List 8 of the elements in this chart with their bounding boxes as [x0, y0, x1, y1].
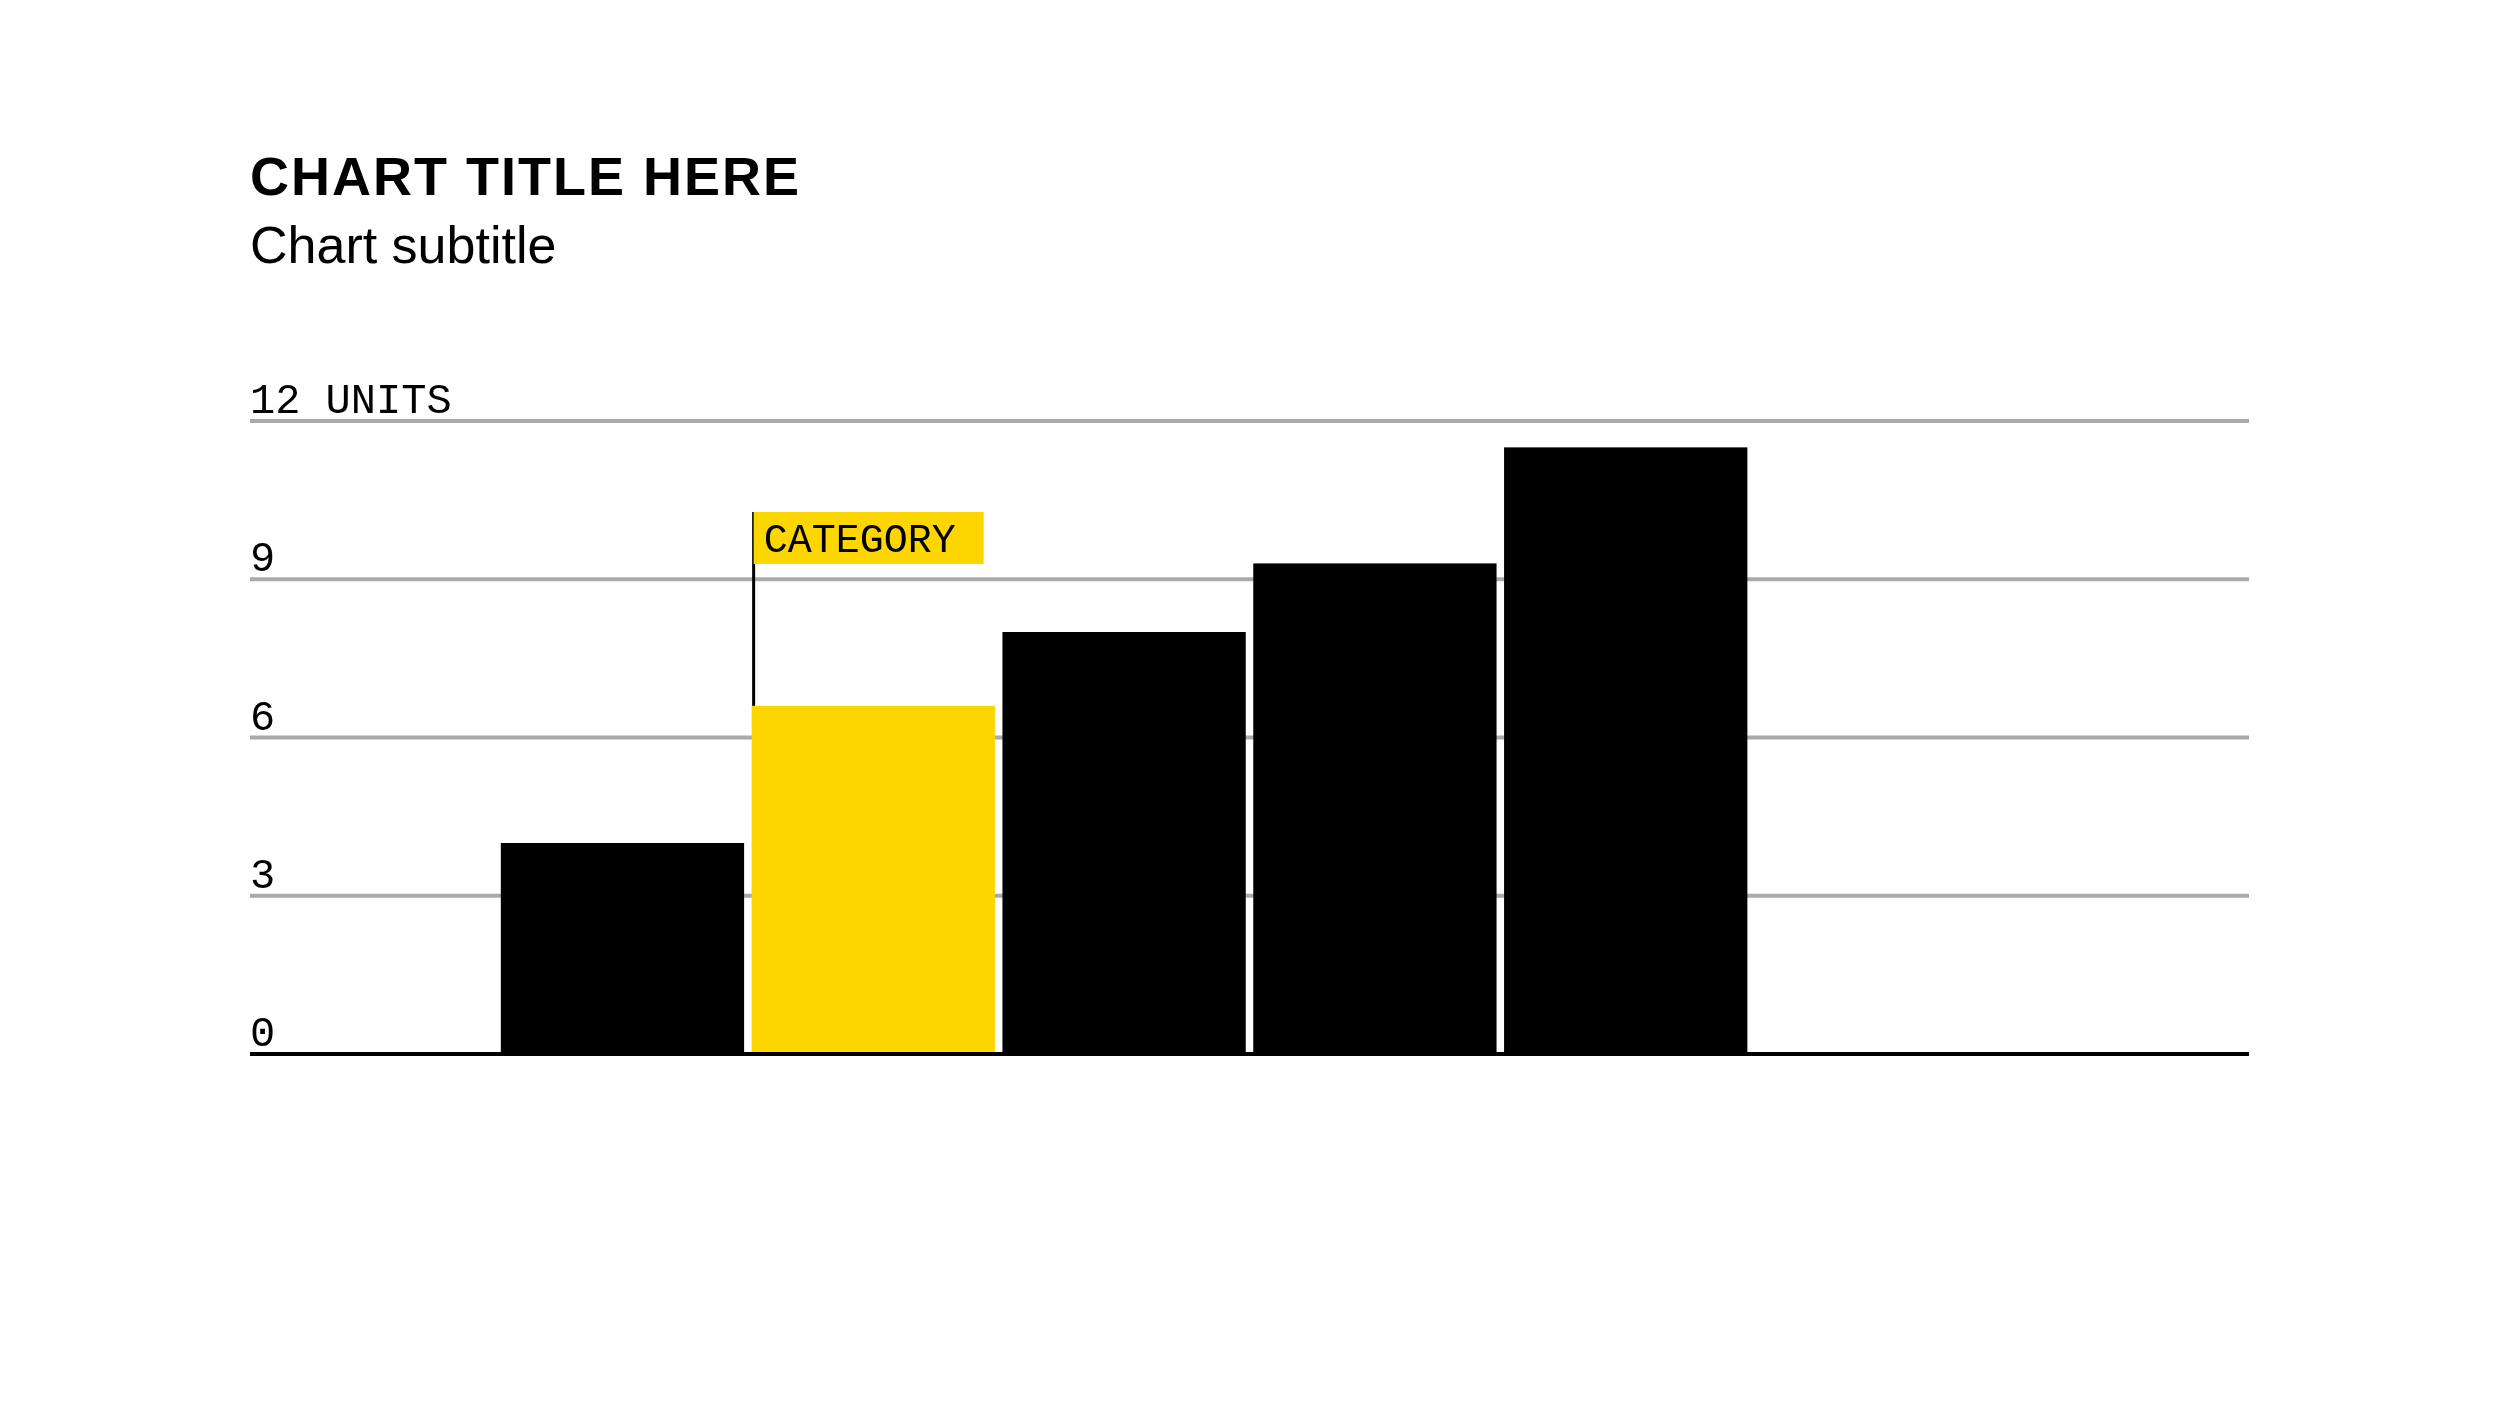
y-tick-label: 6 — [250, 694, 276, 743]
y-tick-label: 9 — [250, 536, 276, 585]
chart-subtitle: Chart subtitle — [250, 216, 557, 274]
y-tick-label: 0 — [250, 1011, 276, 1059]
annotation: CATEGORY — [763, 519, 956, 564]
y-tick-label: 3 — [250, 852, 276, 901]
y-tick-label: 12 UNITS — [250, 378, 452, 426]
chart-title: CHART TITLE HERE — [250, 146, 801, 206]
